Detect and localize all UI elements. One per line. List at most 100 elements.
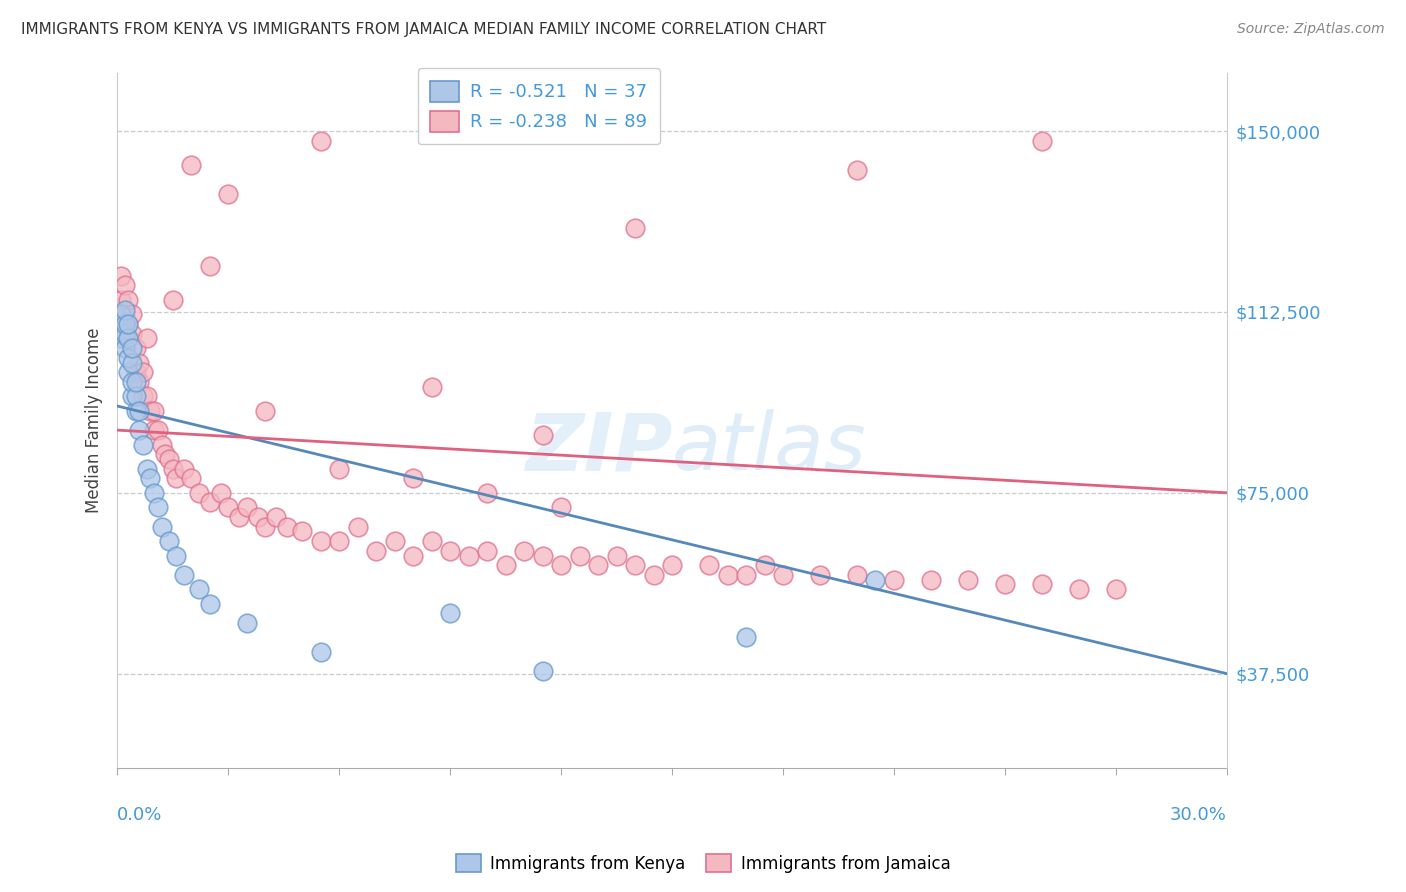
Point bbox=[121, 355, 143, 369]
Point bbox=[187, 582, 209, 597]
Point bbox=[772, 567, 794, 582]
Point bbox=[235, 500, 257, 515]
Point bbox=[735, 567, 758, 582]
Point bbox=[254, 404, 277, 418]
Point bbox=[309, 534, 332, 549]
Point bbox=[135, 389, 157, 403]
Point bbox=[117, 331, 139, 345]
Point bbox=[114, 307, 136, 321]
Point bbox=[155, 447, 177, 461]
Point bbox=[735, 631, 758, 645]
Point bbox=[114, 341, 136, 355]
Point bbox=[114, 317, 136, 331]
Point bbox=[291, 524, 314, 539]
Point bbox=[128, 423, 150, 437]
Point bbox=[117, 331, 139, 345]
Y-axis label: Median Family Income: Median Family Income bbox=[86, 327, 103, 513]
Point bbox=[117, 317, 139, 331]
Point bbox=[132, 437, 155, 451]
Point bbox=[139, 404, 162, 418]
Point bbox=[198, 259, 221, 273]
Point bbox=[180, 471, 202, 485]
Point bbox=[117, 351, 139, 365]
Point bbox=[143, 485, 166, 500]
Point bbox=[865, 573, 887, 587]
Point bbox=[162, 293, 184, 307]
Point bbox=[173, 461, 195, 475]
Point bbox=[198, 495, 221, 509]
Point bbox=[132, 389, 155, 403]
Point bbox=[135, 461, 157, 475]
Point bbox=[439, 607, 461, 621]
Point bbox=[697, 558, 720, 573]
Point bbox=[110, 317, 132, 331]
Point bbox=[568, 549, 591, 563]
Point bbox=[384, 534, 406, 549]
Point bbox=[531, 428, 554, 442]
Text: atlas: atlas bbox=[672, 409, 866, 487]
Point bbox=[128, 375, 150, 389]
Point bbox=[117, 293, 139, 307]
Point bbox=[531, 665, 554, 679]
Point bbox=[121, 375, 143, 389]
Point bbox=[114, 326, 136, 341]
Point bbox=[716, 567, 738, 582]
Point bbox=[217, 186, 239, 201]
Point bbox=[150, 437, 173, 451]
Point bbox=[402, 471, 425, 485]
Point bbox=[139, 471, 162, 485]
Point bbox=[125, 389, 148, 403]
Point bbox=[495, 558, 517, 573]
Point bbox=[165, 471, 187, 485]
Point bbox=[157, 534, 180, 549]
Point bbox=[346, 519, 368, 533]
Point bbox=[117, 365, 139, 379]
Point bbox=[883, 573, 905, 587]
Point bbox=[117, 317, 139, 331]
Point bbox=[228, 510, 250, 524]
Point bbox=[276, 519, 298, 533]
Point bbox=[125, 365, 148, 379]
Point bbox=[846, 567, 869, 582]
Point bbox=[217, 500, 239, 515]
Point bbox=[110, 331, 132, 345]
Text: 0.0%: 0.0% bbox=[117, 805, 163, 824]
Point bbox=[643, 567, 665, 582]
Point bbox=[125, 341, 148, 355]
Point bbox=[1031, 134, 1053, 148]
Point bbox=[475, 543, 498, 558]
Point bbox=[110, 268, 132, 283]
Point bbox=[121, 389, 143, 403]
Point bbox=[254, 519, 277, 533]
Text: 30.0%: 30.0% bbox=[1170, 805, 1227, 824]
Point bbox=[956, 573, 979, 587]
Point bbox=[366, 543, 388, 558]
Point bbox=[846, 162, 869, 177]
Point bbox=[1105, 582, 1128, 597]
Point bbox=[550, 558, 572, 573]
Point bbox=[125, 404, 148, 418]
Point bbox=[994, 577, 1017, 591]
Point bbox=[531, 549, 554, 563]
Point bbox=[661, 558, 683, 573]
Point bbox=[420, 534, 443, 549]
Point bbox=[165, 549, 187, 563]
Point bbox=[128, 355, 150, 369]
Point bbox=[173, 567, 195, 582]
Point bbox=[624, 558, 647, 573]
Point bbox=[586, 558, 609, 573]
Point bbox=[114, 278, 136, 293]
Point bbox=[402, 549, 425, 563]
Point bbox=[125, 375, 148, 389]
Text: Source: ZipAtlas.com: Source: ZipAtlas.com bbox=[1237, 22, 1385, 37]
Point bbox=[754, 558, 776, 573]
Point bbox=[143, 423, 166, 437]
Point bbox=[157, 452, 180, 467]
Point bbox=[121, 341, 143, 355]
Point bbox=[114, 317, 136, 331]
Point bbox=[328, 534, 350, 549]
Point bbox=[198, 597, 221, 611]
Point bbox=[150, 519, 173, 533]
Text: IMMIGRANTS FROM KENYA VS IMMIGRANTS FROM JAMAICA MEDIAN FAMILY INCOME CORRELATIO: IMMIGRANTS FROM KENYA VS IMMIGRANTS FROM… bbox=[21, 22, 827, 37]
Point bbox=[439, 543, 461, 558]
